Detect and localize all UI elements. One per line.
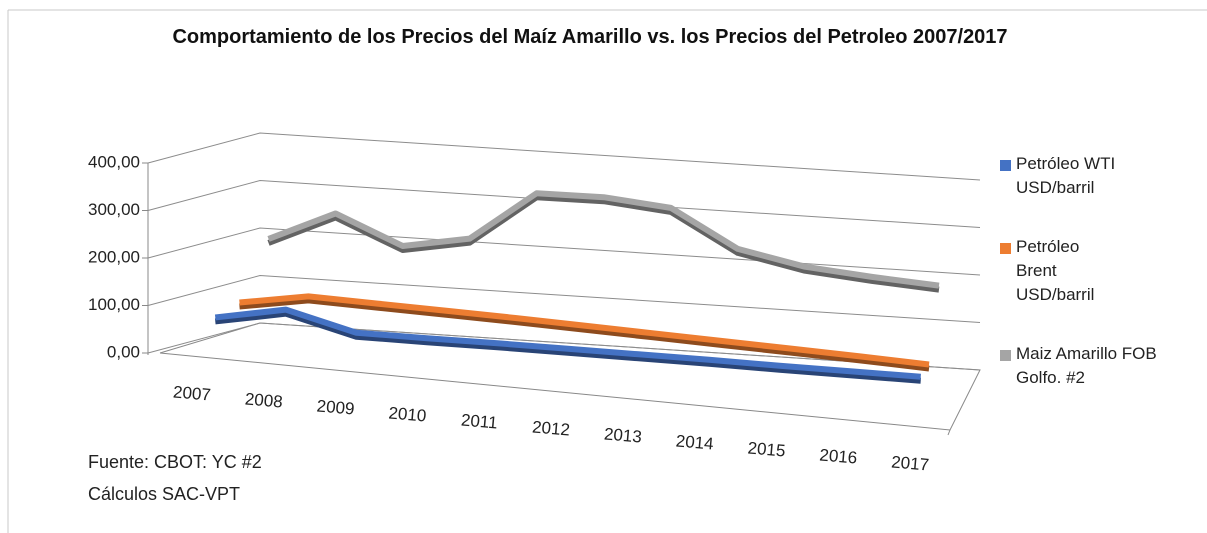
- x-tick-label: 2015: [747, 438, 786, 460]
- line-shadow: [239, 297, 930, 372]
- legend-label: Petróleo Brent USD/barril: [1016, 237, 1095, 304]
- grid-line: [147, 274, 981, 323]
- x-tick-label: 2008: [244, 389, 283, 411]
- x-tick-label: 2012: [531, 417, 570, 439]
- y-tick-label: 300,00: [88, 200, 140, 219]
- grid-line: [147, 322, 981, 371]
- chart-title: Comportamiento de los Precios del Maíz A…: [172, 26, 1008, 48]
- x-tick-label: 2017: [891, 452, 930, 474]
- y-tick-label: 0,00: [107, 342, 140, 361]
- grid-line: [147, 132, 981, 181]
- legend-label: Maiz Amarillo FOB Golfo. #2: [1016, 344, 1157, 387]
- x-tick-label: 2013: [603, 424, 642, 446]
- line-shadow: [267, 194, 940, 293]
- series-line: [239, 293, 930, 368]
- x-tick-label: 2014: [675, 431, 714, 453]
- series-line: [214, 306, 921, 380]
- x-tick-label: 2016: [819, 445, 858, 467]
- legend-swatch: [1000, 243, 1011, 254]
- x-tick-label: 2007: [172, 382, 211, 404]
- grid-line: [147, 179, 981, 228]
- legend-label: Petróleo WTI USD/barril: [1016, 154, 1116, 197]
- line-shadow: [214, 310, 921, 384]
- y-tick-label: 200,00: [88, 247, 140, 266]
- legend-swatch: [1000, 350, 1011, 361]
- grid-line: [147, 227, 981, 276]
- note: Cálculos SAC-VPT: [88, 484, 241, 504]
- y-tick-label: 400,00: [88, 152, 140, 171]
- legend-swatch: [1000, 160, 1011, 171]
- x-tick-label: 2010: [388, 403, 427, 425]
- y-tick-label: 100,00: [88, 295, 140, 314]
- x-tick-label: 2009: [316, 396, 355, 418]
- series-line: [267, 190, 940, 289]
- x-tick-label: 2011: [460, 410, 498, 432]
- floor-edge: [947, 429, 951, 436]
- note: Fuente: CBOT: YC #2: [88, 452, 262, 472]
